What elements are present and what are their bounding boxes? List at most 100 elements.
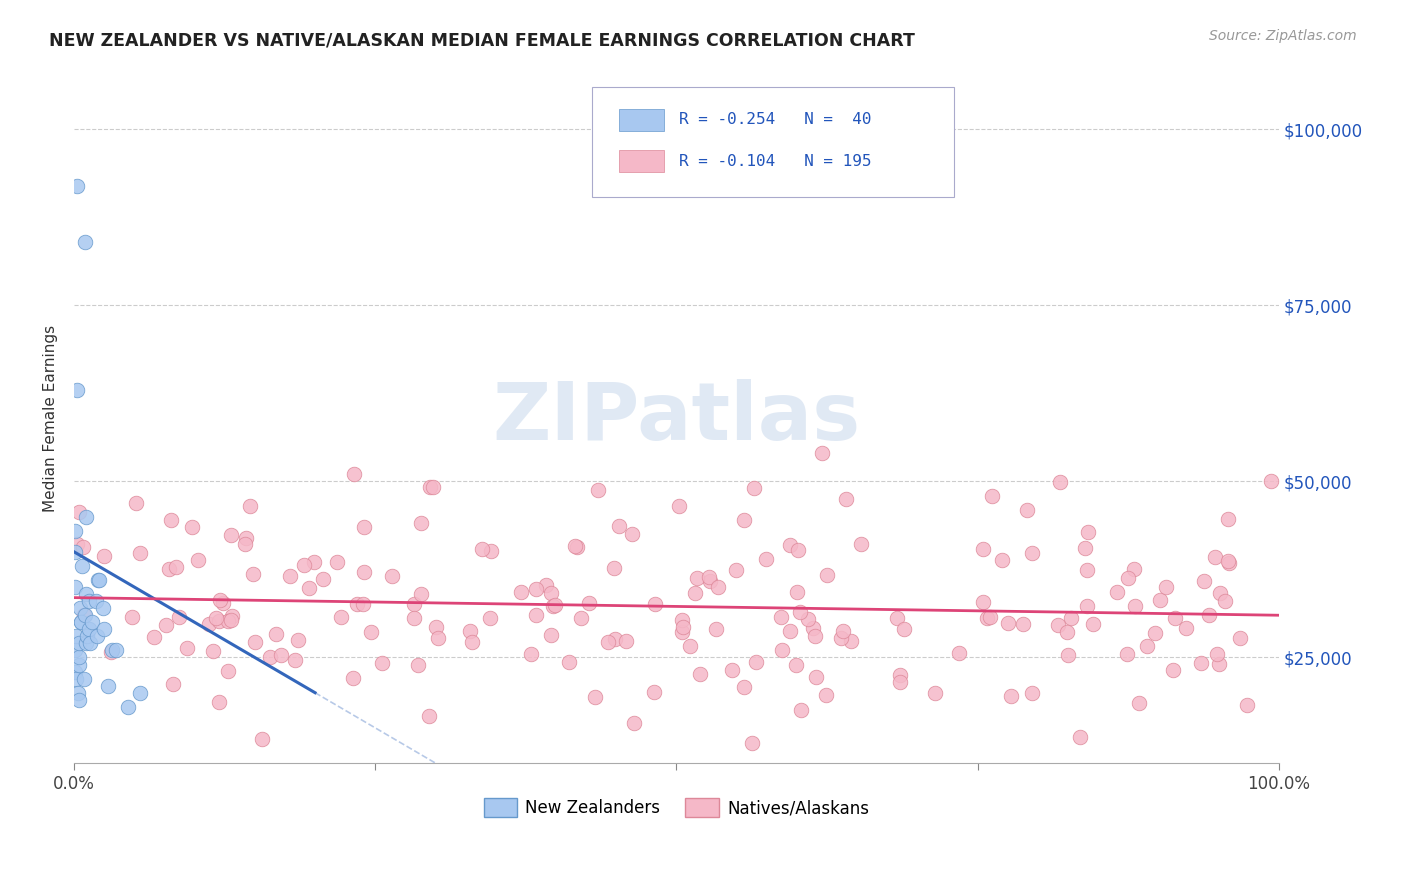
- Point: [671, 614, 693, 628]
- Text: R = -0.104   N = 195: R = -0.104 N = 195: [679, 153, 872, 169]
- Point: [1229, 631, 1251, 645]
- Point: [79, 594, 101, 608]
- Point: [89, 573, 111, 587]
- Point: [329, 610, 352, 624]
- Point: [583, 690, 606, 704]
- Point: [235, 531, 257, 545]
- Point: [176, 640, 198, 655]
- Point: [725, 563, 748, 577]
- Point: [1069, 731, 1091, 745]
- Point: [889, 668, 911, 682]
- Point: [1049, 475, 1071, 489]
- Point: [76, 629, 98, 643]
- Point: [76, 509, 98, 524]
- Point: [242, 567, 264, 582]
- Point: [287, 632, 309, 647]
- Point: [259, 649, 281, 664]
- Point: [66, 537, 89, 551]
- Point: [685, 585, 707, 599]
- Point: [312, 572, 335, 586]
- Point: [143, 630, 166, 644]
- Point: [217, 664, 239, 678]
- Point: [839, 634, 862, 648]
- Point: [352, 597, 374, 611]
- Point: [893, 623, 915, 637]
- Point: [91, 601, 114, 615]
- Point: [831, 624, 853, 639]
- Point: [605, 632, 627, 646]
- Point: [1021, 686, 1043, 700]
- Point: [101, 643, 124, 657]
- Point: [212, 596, 235, 610]
- Point: [972, 542, 994, 557]
- Point: [1209, 585, 1232, 599]
- Point: [409, 587, 432, 601]
- Point: [70, 558, 93, 573]
- Point: [1218, 554, 1240, 568]
- Point: [1136, 639, 1159, 653]
- Point: [1163, 611, 1185, 625]
- Point: [804, 670, 827, 684]
- Point: [997, 616, 1019, 631]
- Point: [208, 695, 231, 709]
- Point: [105, 643, 128, 657]
- Point: [65, 545, 87, 559]
- Point: [80, 615, 103, 630]
- Point: [458, 624, 481, 638]
- Point: [66, 686, 89, 700]
- Point: [292, 558, 315, 573]
- Point: [460, 635, 482, 649]
- Text: Source: ZipAtlas.com: Source: ZipAtlas.com: [1209, 29, 1357, 43]
- Point: [567, 541, 589, 555]
- Point: [1076, 599, 1098, 613]
- Point: [65, 665, 87, 679]
- Point: [67, 650, 90, 665]
- Point: [789, 605, 811, 619]
- Point: [406, 658, 429, 673]
- Point: [208, 593, 231, 607]
- Point: [520, 647, 543, 661]
- Point: [785, 657, 807, 672]
- Point: [1213, 594, 1236, 608]
- Point: [787, 543, 810, 558]
- Point: [948, 646, 970, 660]
- Point: [418, 709, 440, 723]
- Point: [402, 611, 425, 625]
- Point: [266, 626, 288, 640]
- Point: [1216, 511, 1239, 525]
- Point: [205, 611, 228, 625]
- Point: [201, 644, 224, 658]
- FancyBboxPatch shape: [592, 87, 953, 197]
- Point: [381, 569, 404, 583]
- Point: [65, 524, 87, 538]
- Point: [1154, 580, 1177, 594]
- Point: [534, 578, 557, 592]
- Point: [814, 688, 837, 702]
- Point: [298, 581, 321, 595]
- Point: [979, 610, 1001, 624]
- Point: [510, 585, 533, 599]
- Point: [569, 610, 592, 624]
- Point: [1123, 562, 1146, 576]
- Point: [810, 445, 832, 459]
- Point: [1081, 617, 1104, 632]
- Point: [706, 580, 728, 594]
- Point: [976, 611, 998, 625]
- Point: [1161, 663, 1184, 677]
- Point: [1060, 611, 1083, 625]
- Point: [284, 653, 307, 667]
- Point: [66, 383, 89, 397]
- Point: [733, 513, 755, 527]
- Point: [243, 635, 266, 649]
- Point: [524, 582, 547, 596]
- Point: [769, 610, 792, 624]
- Point: [67, 657, 90, 672]
- Point: [75, 636, 97, 650]
- Point: [786, 585, 808, 599]
- Text: NEW ZEALANDER VS NATIVE/ALASKAN MEDIAN FEMALE EARNINGS CORRELATION CHART: NEW ZEALANDER VS NATIVE/ALASKAN MEDIAN F…: [49, 31, 915, 49]
- Point: [233, 537, 256, 551]
- Point: [668, 499, 690, 513]
- Point: [125, 495, 148, 509]
- Point: [217, 615, 239, 629]
- Point: [97, 679, 120, 693]
